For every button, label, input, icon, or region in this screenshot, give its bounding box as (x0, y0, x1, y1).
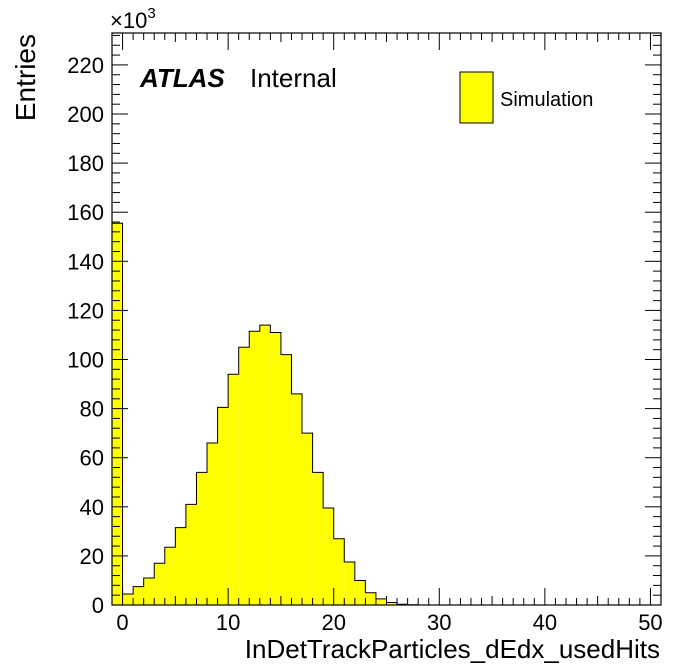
y-multiplier-base: ×10 (110, 8, 147, 33)
atlas-label: ATLAS (139, 63, 225, 93)
histogram-bar (249, 331, 260, 605)
histogram-bar (365, 592, 376, 605)
tick-labels: 0 10 20 30 40 50 0 20 40 60 80 100 120 140 160 180 200 22… (67, 53, 662, 635)
y-tick-label: 180 (67, 151, 104, 176)
y-tick-label: 100 (67, 348, 104, 373)
histogram-bar (333, 538, 345, 605)
histogram-bar (207, 442, 218, 605)
histogram-bar (185, 504, 197, 605)
histogram-bar (302, 433, 313, 605)
y-multiplier-exponent: 3 (147, 5, 155, 22)
internal-label: Internal (250, 63, 337, 93)
y-tick-label: 140 (67, 249, 104, 274)
y-multiplier: ×103 (110, 5, 156, 33)
histogram-bar (154, 563, 165, 605)
x-tick-label: 10 (216, 610, 240, 635)
histogram-bar (291, 393, 303, 605)
y-tick-label: 20 (80, 544, 104, 569)
histogram-bar (238, 347, 250, 605)
histogram-bar (143, 577, 155, 605)
histogram-bar (354, 580, 366, 605)
y-tick-label: 120 (67, 298, 104, 323)
histogram-bar (270, 332, 281, 605)
x-tick-label: 50 (638, 610, 662, 635)
histogram-bar (280, 354, 292, 605)
legend-swatch (459, 71, 494, 124)
x-tick-label: 40 (533, 610, 557, 635)
histogram-bar (323, 508, 334, 605)
histogram-bar (175, 527, 186, 605)
histogram-bar (344, 562, 355, 605)
x-axis-label: InDetTrackParticles_dEdx_usedHits (245, 634, 660, 664)
histogram-bar (375, 598, 387, 605)
histogram-bar (112, 223, 123, 605)
y-tick-label: 160 (67, 200, 104, 225)
x-tick-label: 20 (321, 610, 345, 635)
histogram-bar (196, 472, 208, 605)
y-tick-label: 0 (92, 593, 104, 618)
y-tick-label: 40 (80, 495, 104, 520)
y-axis-label: Entries (10, 34, 41, 121)
histogram-bar (164, 547, 176, 605)
histogram-bar (122, 593, 134, 605)
y-tick-label: 60 (80, 446, 104, 471)
legend-label: Simulation (500, 89, 593, 111)
histogram-bar (386, 602, 398, 605)
histogram-bar (259, 325, 271, 605)
x-tick-label: 0 (116, 610, 128, 635)
y-tick-label: 80 (80, 397, 104, 422)
histogram-bars (111, 222, 661, 606)
histogram-bar (133, 586, 144, 605)
x-tick-label: 30 (427, 610, 451, 635)
histogram-bar (228, 374, 239, 605)
histogram-bar (217, 407, 229, 605)
y-tick-label: 200 (67, 102, 104, 127)
histogram-bar (312, 472, 324, 605)
y-tick-label: 220 (67, 53, 104, 78)
axis-ticks (112, 33, 662, 606)
